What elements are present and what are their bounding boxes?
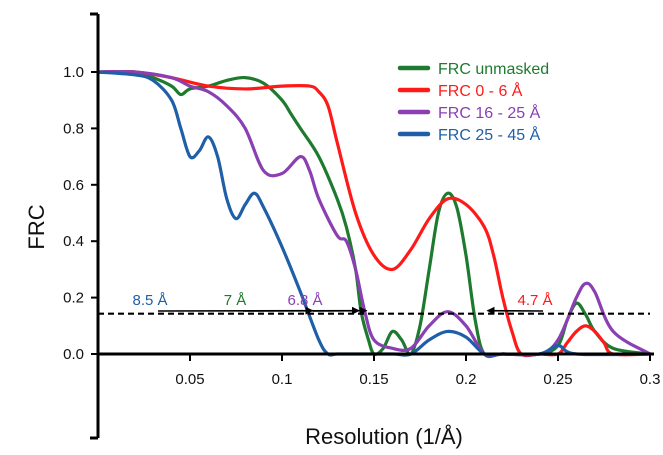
y-tick-label: 1.0 xyxy=(63,64,84,81)
annotation-label-4-7: 4.7 Å xyxy=(517,292,552,309)
legend-label-frc-16-25: FRC 16 - 25 Å xyxy=(438,103,541,122)
axes-layer: 0.0 0.2 0.4 0.6 0.8 1.0 0.05 0.1 0.15 0.2 0.25 0.3 xyxy=(63,12,661,440)
legend-label-frc-0-6: FRC 0 - 6 Å xyxy=(438,81,523,100)
y-tick-label: 0.8 xyxy=(63,120,84,137)
legend-label-frc-unmasked: FRC unmasked xyxy=(438,61,549,78)
x-tick-label: 0.2 xyxy=(456,371,477,388)
y-tick-label: 0.6 xyxy=(63,177,84,194)
annotation-label-7: 7 Å xyxy=(224,292,247,309)
x-axis-label: Resolution (1/Å) xyxy=(305,424,463,449)
x-tick-label: 0.25 xyxy=(543,371,572,388)
y-axis-label: FRC xyxy=(24,204,49,249)
annotation-label-6-8: 6.8 Å xyxy=(287,292,322,309)
y-tick-label: 0.0 xyxy=(63,346,84,363)
x-tick-label: 0.05 xyxy=(175,371,204,388)
x-tick-label: 0.15 xyxy=(359,371,388,388)
series-line-frc-0-6 xyxy=(96,69,652,358)
annotation-label-8-5: 8.5 Å xyxy=(132,292,167,309)
y-tick-label: 0.4 xyxy=(63,233,84,250)
x-tick-label: 0.3 xyxy=(640,371,661,388)
legend: FRC unmasked FRC 0 - 6 Å FRC 16 - 25 Å FRC … xyxy=(397,61,549,144)
y-tick-label: 0.2 xyxy=(63,290,84,307)
annotation-layer: 8.5 Å 7 Å 6.8 Å 4.7 Å xyxy=(132,292,553,315)
legend-label-frc-25-45: FRC 25 - 45 Å xyxy=(438,125,541,144)
x-tick-label: 0.1 xyxy=(272,371,293,388)
